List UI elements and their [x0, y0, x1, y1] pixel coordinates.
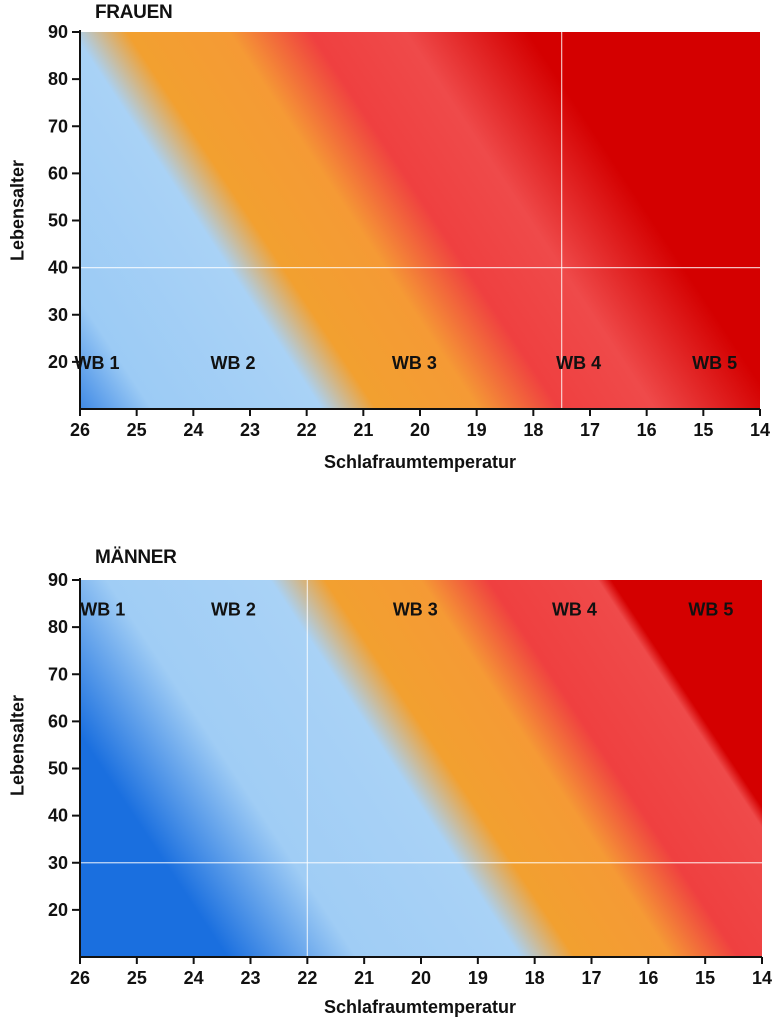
x-tick-label: 26	[70, 968, 90, 988]
x-tick-label: 26	[70, 420, 90, 440]
y-tick-label: 40	[48, 806, 68, 826]
x-tick-label: 23	[240, 420, 260, 440]
x-tick-label: 24	[184, 968, 204, 988]
y-tick-label: 90	[48, 570, 68, 590]
x-tick-label: 14	[750, 420, 770, 440]
zone-label: WB 2	[211, 353, 256, 373]
x-tick-label: 21	[354, 968, 374, 988]
y-tick-label: 60	[48, 163, 68, 183]
y-tick-label: 70	[48, 116, 68, 136]
x-tick-label: 22	[297, 420, 317, 440]
zone-label: WB 3	[393, 599, 438, 619]
zone-label: WB 1	[75, 353, 120, 373]
x-tick-label: 17	[580, 420, 600, 440]
x-tick-label: 15	[693, 420, 713, 440]
x-tick-label: 19	[467, 420, 487, 440]
chart-title: FRAUEN	[95, 2, 173, 23]
y-tick-label: 60	[48, 711, 68, 731]
x-tick-label: 20	[410, 420, 430, 440]
chart-frauen: FRAUEN Lebensalter Schlafraumtemperatur …	[0, 0, 775, 480]
x-tick-label: 14	[752, 968, 772, 988]
x-tick-label: 18	[523, 420, 543, 440]
zone-label: WB 2	[211, 599, 256, 619]
x-tick-label: 25	[127, 968, 147, 988]
y-tick-label: 20	[48, 900, 68, 920]
x-axis-label: Schlafraumtemperatur	[323, 997, 517, 1017]
x-tick-label: 25	[127, 420, 147, 440]
x-tick-label: 23	[240, 968, 260, 988]
y-tick-label: 50	[48, 211, 68, 231]
x-tick-label: 19	[468, 968, 488, 988]
y-tick-label: 30	[48, 853, 68, 873]
zone-label: WB 4	[552, 599, 597, 619]
chart-plot-area: 26 25 24 23 22 21 20 19 18 17 16 15 14 20 30 40 50 60 70 80…	[48, 22, 770, 440]
y-tick-label: 50	[48, 759, 68, 779]
zone-label: WB 5	[688, 599, 733, 619]
y-tick-label: 40	[48, 258, 68, 278]
x-tick-label: 15	[695, 968, 715, 988]
x-tick-label: 18	[525, 968, 545, 988]
chart-title: MÄNNER	[95, 547, 177, 568]
zone-label: WB 4	[556, 353, 601, 373]
chart-maenner: MÄNNER Lebensalter Schlafraumtemperatur …	[0, 545, 775, 1024]
y-tick-label: 70	[48, 664, 68, 684]
x-tick-label: 22	[297, 968, 317, 988]
x-tick-label: 20	[411, 968, 431, 988]
y-tick-label: 80	[48, 69, 68, 89]
zone-label: WB 3	[392, 353, 437, 373]
x-tick-label: 16	[637, 420, 657, 440]
chart-plot-area: 26 25 24 23 22 21 20 19 18 17 16 15 14 20 30 40 50 60 70 80…	[48, 570, 772, 988]
heatmap-gradient	[80, 580, 762, 957]
zone-label: WB 1	[80, 599, 125, 619]
y-tick-label: 80	[48, 617, 68, 637]
y-tick-label: 90	[48, 22, 68, 42]
x-tick-label: 17	[581, 968, 601, 988]
x-tick-label: 24	[183, 420, 203, 440]
x-axis-label: Schlafraumtemperatur	[323, 452, 517, 472]
x-tick-label: 16	[638, 968, 658, 988]
x-tick-label: 21	[353, 420, 373, 440]
zone-label: WB 5	[692, 353, 737, 373]
heatmap-gradient	[80, 32, 760, 409]
y-tick-label: 20	[48, 352, 68, 372]
y-tick-label: 30	[48, 305, 68, 325]
